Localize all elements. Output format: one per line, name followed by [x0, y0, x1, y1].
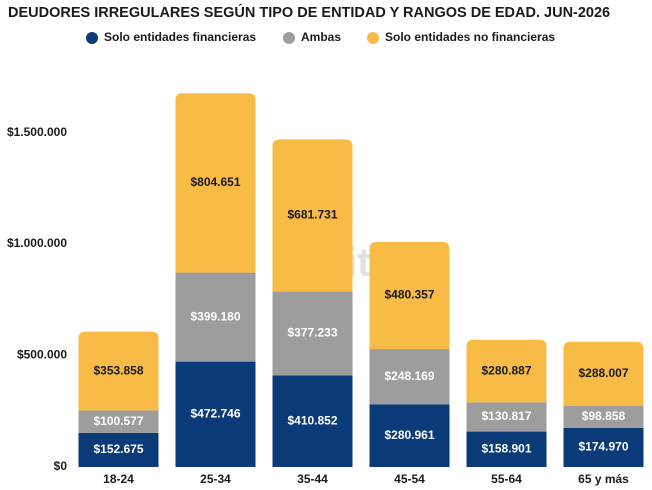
bar-segment	[272, 139, 353, 292]
x-tick-label: 35-44	[297, 472, 328, 486]
y-tick-label: $500.000	[17, 348, 67, 362]
value-label: $98.858	[582, 409, 626, 423]
value-label: $248.169	[384, 369, 434, 383]
x-tick-label: 55-64	[491, 472, 522, 486]
bar-segment	[175, 361, 256, 467]
value-label: $804.651	[190, 175, 240, 189]
x-tick-label: 45-54	[394, 472, 425, 486]
value-label: $480.357	[384, 288, 434, 302]
x-tick-label: 65 y más	[578, 472, 629, 486]
bar-segment	[466, 402, 547, 432]
x-tick-label: 25-34	[200, 472, 231, 486]
bar-segment	[78, 410, 159, 433]
legend-swatch	[283, 32, 295, 44]
bar-segment	[563, 341, 644, 406]
value-label: $377.233	[287, 326, 337, 340]
legend-swatch	[367, 32, 379, 44]
bar-segment	[563, 427, 644, 467]
legend-label: Ambas	[301, 30, 341, 44]
value-label: $472.746	[190, 406, 240, 420]
value-label: $280.961	[384, 428, 434, 442]
bar-segment	[369, 241, 450, 350]
value-label: $174.970	[578, 440, 628, 454]
x-tick-label: 18-24	[103, 472, 134, 486]
y-tick-label: $1.000.000	[7, 236, 67, 250]
legend-label: Solo entidades financieras	[104, 30, 256, 44]
y-tick-label: $0	[54, 459, 68, 473]
chart-title: DEUDORES IRREGULARES SEGÚN TIPO DE ENTID…	[8, 3, 610, 21]
bar-segment	[563, 405, 644, 428]
value-label: $130.817	[481, 409, 531, 423]
bar-segment	[175, 272, 256, 362]
value-label: $152.675	[93, 442, 143, 456]
bar-segment	[272, 375, 353, 467]
bar-segment	[466, 339, 547, 403]
bar-segment	[78, 432, 159, 467]
value-label: $399.180	[190, 309, 240, 323]
value-label: $288.007	[578, 366, 628, 380]
bar-segment	[175, 93, 256, 273]
value-label: $410.852	[287, 413, 337, 427]
value-label: $681.731	[287, 207, 337, 221]
bar-segment	[369, 349, 450, 405]
value-label: $280.887	[481, 363, 531, 377]
y-tick-label: $1.500.000	[7, 125, 67, 139]
value-label: $353.858	[93, 363, 143, 377]
legend-swatch	[86, 32, 98, 44]
bar-segment	[369, 404, 450, 467]
bar-segment	[78, 331, 159, 411]
value-label: $100.577	[93, 414, 143, 428]
bar-segment	[272, 291, 353, 376]
bar-segment	[466, 431, 547, 467]
value-label: $158.901	[481, 441, 531, 455]
legend-label: Solo entidades no financieras	[385, 30, 555, 44]
